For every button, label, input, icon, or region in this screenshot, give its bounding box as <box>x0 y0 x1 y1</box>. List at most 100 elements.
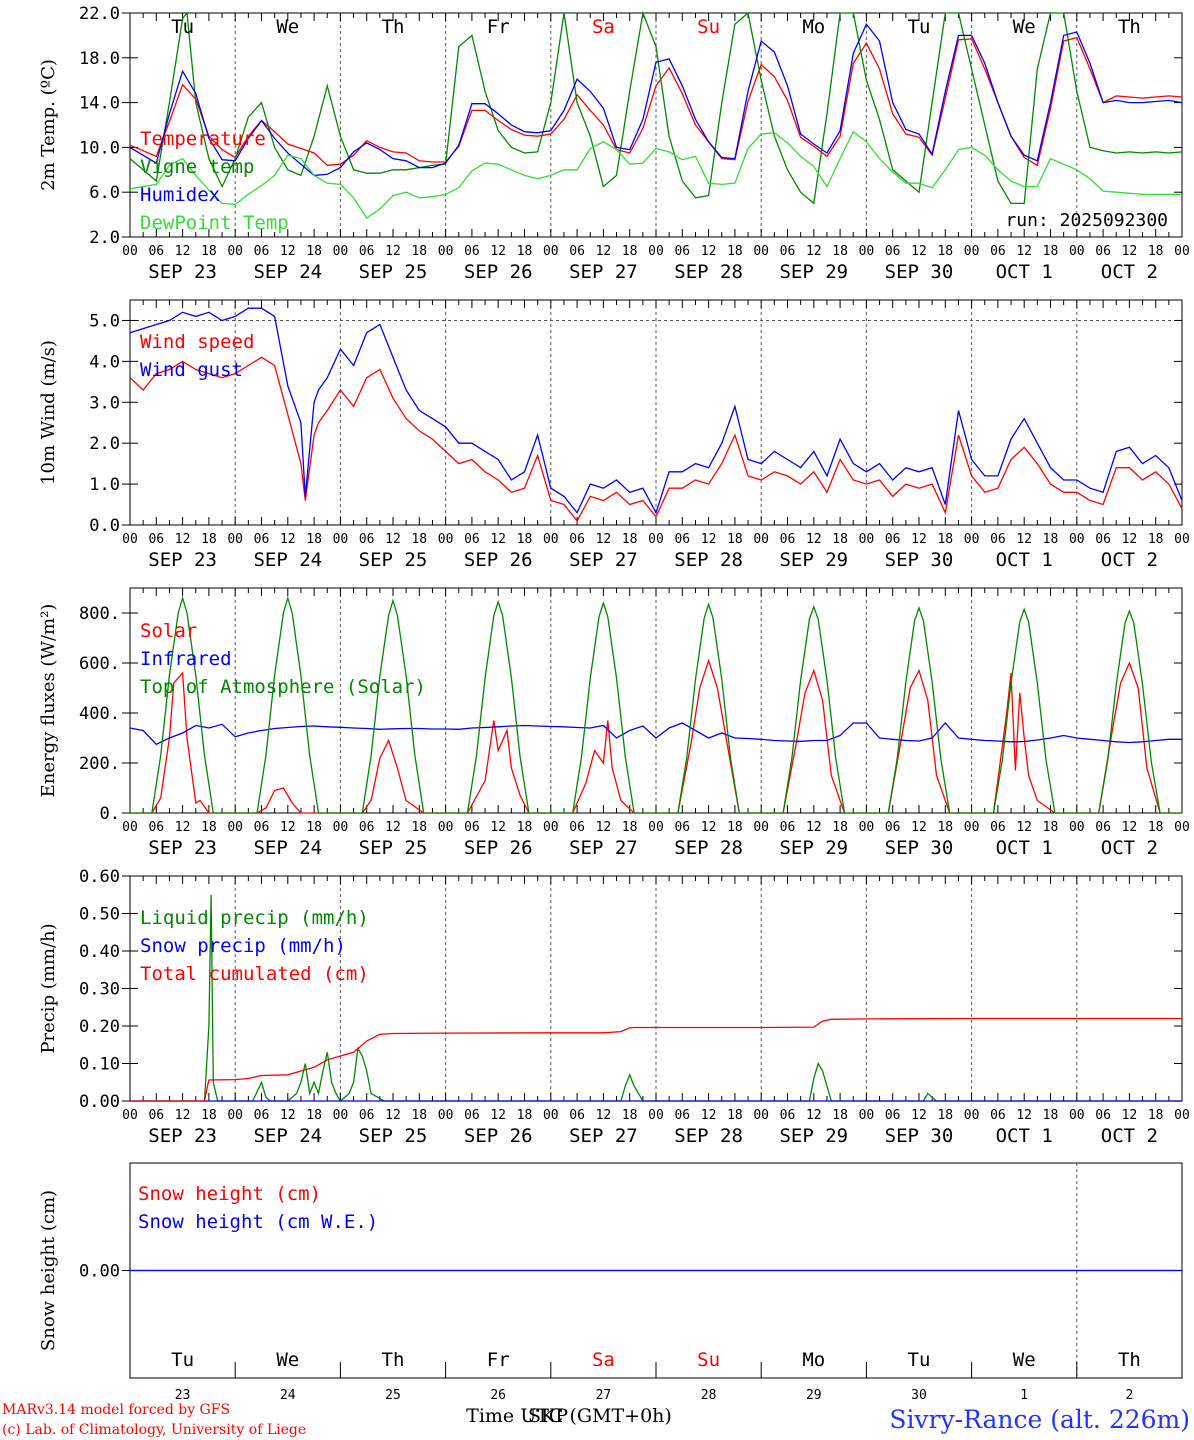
hour-tick-label: 12 <box>806 820 822 835</box>
hour-tick-label: 18 <box>727 532 743 547</box>
y-axis-label: Energy fluxes (W/m²) <box>38 604 59 798</box>
hour-tick-label: 12 <box>701 820 717 835</box>
hour-tick-label: 18 <box>517 244 533 259</box>
hour-tick-label: 00 <box>648 1108 664 1123</box>
date-label: OCT 2 <box>1101 1125 1158 1147</box>
hour-tick-label: 06 <box>359 244 375 259</box>
weekday-label: Fr <box>487 1349 510 1371</box>
hour-tick-label: 12 <box>701 244 717 259</box>
hour-tick-label: 18 <box>517 1108 533 1123</box>
weekday-label: We <box>1013 1349 1036 1371</box>
hour-tick-label: 18 <box>201 820 217 835</box>
date-label: SEP 24 <box>253 1125 322 1147</box>
hour-tick-label: 12 <box>806 1108 822 1123</box>
hour-tick-label: 06 <box>148 820 164 835</box>
legend-snow-height-cm-: Snow height (cm) <box>138 1183 321 1205</box>
hour-tick-label: 18 <box>1148 244 1164 259</box>
legend-wind-gust: Wind gust <box>140 359 243 381</box>
series-line-top-of-atmosphere-solar- <box>130 595 1182 814</box>
date-label: SEP 26 <box>464 261 533 283</box>
hour-tick-label: 12 <box>1016 244 1032 259</box>
hour-tick-label: 06 <box>359 1108 375 1123</box>
y-tick-label: 400. <box>79 704 120 724</box>
hour-tick-label: 00 <box>227 820 243 835</box>
hour-tick-label: 00 <box>438 532 454 547</box>
date-label: OCT 2 <box>1101 837 1158 859</box>
hour-tick-label: 06 <box>148 532 164 547</box>
hour-tick-label: 06 <box>464 820 480 835</box>
date-label: SEP 25 <box>359 549 428 571</box>
weekday-label: Fr <box>487 16 510 38</box>
y-tick-label: 10.0 <box>79 138 120 158</box>
hour-tick-label: 00 <box>859 1108 875 1123</box>
hour-tick-label: 00 <box>122 820 138 835</box>
series-line-liquid-precip-mm-h- <box>130 894 1182 1102</box>
hour-tick-label: 06 <box>464 532 480 547</box>
hour-tick-label: 06 <box>1095 1108 1111 1123</box>
date-label: SEP 27 <box>569 549 638 571</box>
hour-tick-label: 18 <box>832 1108 848 1123</box>
y-tick-label: 4.0 <box>89 352 120 372</box>
hour-tick-label: 18 <box>622 1108 638 1123</box>
hour-tick-label: 18 <box>201 244 217 259</box>
y-tick-label: 0.10 <box>79 1055 120 1075</box>
y-tick-label: 0.20 <box>79 1017 120 1037</box>
hour-tick-label: 12 <box>1122 244 1138 259</box>
hour-tick-label: 06 <box>885 244 901 259</box>
hour-tick-label: 18 <box>727 244 743 259</box>
hour-tick-label: 18 <box>201 532 217 547</box>
hour-tick-label: 18 <box>517 820 533 835</box>
hour-tick-label: 00 <box>1174 1108 1190 1123</box>
hour-tick-label: 12 <box>596 532 612 547</box>
y-tick-label: 0.30 <box>79 980 120 1000</box>
hour-tick-label: 00 <box>333 1108 349 1123</box>
hour-tick-label: 18 <box>517 532 533 547</box>
series-line-infrared <box>129 722 1182 746</box>
hour-tick-label: 00 <box>1069 244 1085 259</box>
y-axis-label: Snow height (cm) <box>38 1190 59 1351</box>
weekday-label: Tu <box>171 1349 194 1371</box>
series-line-dewpoint-temp <box>129 130 1182 219</box>
hour-tick-label: 06 <box>1095 820 1111 835</box>
date-label: SEP 28 <box>674 549 743 571</box>
date-label: SEP 27 <box>569 1125 638 1147</box>
weekday-label: Mo <box>802 1349 825 1371</box>
hour-tick-label: 06 <box>674 244 690 259</box>
weekday-label: Tu <box>171 16 194 38</box>
day-number-label: 28 <box>701 1388 717 1403</box>
legend-temperature: Temperature <box>140 128 266 150</box>
date-label: SEP 26 <box>464 549 533 571</box>
date-label: SEP 23 <box>148 261 217 283</box>
hour-tick-label: 00 <box>543 1108 559 1123</box>
time-axis-label: Time UTC (GMT+0h) <box>466 1405 672 1427</box>
hour-tick-label: 00 <box>543 244 559 259</box>
hour-tick-label: 06 <box>885 1108 901 1123</box>
y-axis-label: 10m Wind (m/s) <box>38 340 59 485</box>
day-number-label: 26 <box>490 1388 506 1403</box>
hour-tick-label: 12 <box>1016 532 1032 547</box>
hour-tick-label: 00 <box>227 1108 243 1123</box>
day-number-label: 1 <box>1020 1388 1028 1403</box>
date-label: SEP 24 <box>253 261 322 283</box>
hour-tick-label: 06 <box>990 820 1006 835</box>
weekday-label: Su <box>697 1349 720 1371</box>
hour-tick-label: 06 <box>569 1108 585 1123</box>
weekday-label: We <box>1013 16 1036 38</box>
hour-tick-label: 06 <box>885 532 901 547</box>
y-tick-label: 3.0 <box>89 393 120 413</box>
hour-tick-label: 00 <box>753 244 769 259</box>
y-tick-label: 5.0 <box>89 311 120 331</box>
hour-tick-label: 12 <box>385 532 401 547</box>
hour-tick-label: 12 <box>490 1108 506 1123</box>
station-name: Sivry-Rance (alt. 226m) <box>889 1405 1190 1434</box>
hour-tick-label: 12 <box>911 820 927 835</box>
hour-tick-label: 18 <box>727 820 743 835</box>
series-line-vigne-temp <box>129 10 1183 205</box>
hour-tick-label: 00 <box>648 532 664 547</box>
weekday-label: Sa <box>592 1349 615 1371</box>
hour-tick-label: 12 <box>280 1108 296 1123</box>
hour-tick-label: 06 <box>254 532 270 547</box>
day-number-label: 30 <box>911 1388 927 1403</box>
y-tick-label: 0.40 <box>79 942 120 962</box>
